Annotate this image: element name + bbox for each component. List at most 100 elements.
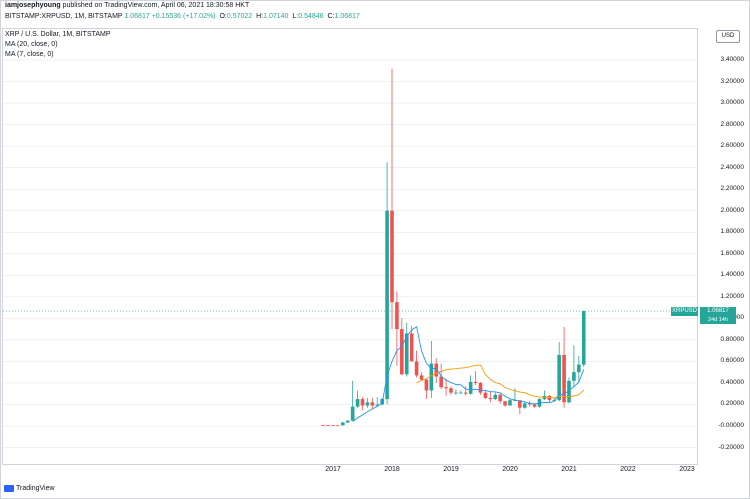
publish-text: published on TradingView.com, April 06, …: [62, 2, 250, 9]
price-change: +0.15536 (+17.02%): [151, 13, 216, 20]
candle-down: [434, 363, 439, 377]
candle-down: [336, 425, 340, 427]
currency-button[interactable]: USD: [716, 30, 740, 43]
candle-down: [424, 379, 429, 391]
candle-down: [463, 392, 468, 394]
candle-down: [478, 382, 483, 393]
candle-down: [409, 333, 414, 362]
close-value: 1.06817: [334, 13, 360, 20]
candle-down: [414, 361, 419, 376]
candle-down: [488, 398, 493, 400]
publish-info: iamjosephyoung published on TradingView.…: [5, 2, 249, 9]
candle-down: [331, 425, 335, 427]
close-label: C:: [327, 13, 335, 20]
high-label: H:: [256, 13, 264, 20]
x-tick-label: 2017: [325, 466, 341, 473]
y-tick-label: 2.40000: [720, 163, 745, 171]
legend-title[interactable]: XRP / U.S. Dollar, 1M, BITSTAMP: [5, 31, 111, 38]
candle-up: [572, 372, 576, 381]
candle-up: [459, 392, 463, 394]
candle-down: [326, 425, 330, 427]
legend-ma7[interactable]: MA (7, close, 0): [5, 51, 54, 58]
high-value: 1.07140: [263, 13, 289, 20]
candle-down: [473, 381, 478, 383]
candle-down: [400, 329, 404, 375]
ma7-line: [352, 325, 585, 422]
candle-down: [518, 400, 522, 408]
candle-down: [449, 388, 453, 393]
low-label: L:: [292, 13, 299, 20]
y-tick-label: 3.00000: [720, 99, 745, 107]
x-tick-label: 2020: [502, 466, 518, 473]
candle-up: [508, 400, 512, 406]
candle-down: [498, 394, 502, 402]
candle-down: [532, 404, 537, 407]
y-tick-label: 3.40000: [720, 56, 745, 63]
candle-down: [444, 387, 448, 389]
x-tick-label: 2022: [620, 466, 636, 473]
candle-down: [360, 399, 365, 406]
y-tick-label: 1.20000: [720, 292, 745, 300]
candle-up: [375, 404, 380, 406]
legend-ma20[interactable]: MA (20, close, 0): [5, 41, 58, 48]
candle-up: [429, 363, 434, 391]
candle-up: [493, 394, 498, 400]
y-tick-label: 1.40000: [720, 271, 745, 279]
y-tick-label: 0.40000: [720, 378, 745, 386]
open-value: 0.57022: [226, 13, 253, 20]
candle-up: [513, 400, 517, 401]
candle-down: [503, 401, 507, 406]
candle-up: [355, 399, 360, 407]
plot-area[interactable]: [2, 28, 698, 465]
symbol-ticker[interactable]: BITSTAMP:XRPUSD, 1M, BITSTAMP: [5, 13, 123, 20]
candle-up: [404, 333, 409, 375]
candle-down: [562, 354, 566, 403]
low-value: 0.54846: [298, 13, 324, 20]
candle-down: [483, 392, 488, 399]
candle-down: [527, 403, 532, 405]
candle-up: [350, 406, 355, 421]
candle-up: [341, 422, 345, 426]
y-tick-label: 0.20000: [720, 400, 745, 408]
y-tick-label: 2.60000: [720, 142, 745, 150]
candle-down: [439, 376, 443, 388]
publisher-name[interactable]: iamjosephyoung: [5, 2, 61, 9]
open-label: O:: [219, 13, 227, 20]
candle-up: [557, 354, 561, 401]
last-price-label: 1.06817: [700, 307, 736, 316]
x-tick-label: 2023: [679, 466, 695, 473]
candle-up: [522, 403, 527, 408]
bar-countdown: 24d 14h: [700, 316, 736, 324]
y-tick-label: 1.60000: [720, 249, 745, 257]
candle-up: [577, 364, 581, 373]
y-tick-label: -0.00000: [718, 422, 744, 429]
y-tick-label: 3.20000: [720, 77, 745, 85]
y-tick-label: 2.20000: [720, 185, 745, 193]
candle-down: [419, 375, 424, 380]
x-tick-label: 2019: [443, 466, 459, 473]
tradingview-brand: TradingView: [16, 485, 55, 492]
ma20-line: [416, 364, 585, 399]
y-tick-label: 2.80000: [720, 120, 745, 128]
x-tick-label: 2021: [561, 466, 577, 473]
tradingview-logo[interactable]: TradingView: [4, 485, 55, 492]
tradingview-logo-icon: [4, 485, 14, 492]
candle-up: [454, 392, 458, 394]
y-tick-label: 0.80000: [720, 335, 745, 343]
candle-up: [567, 380, 571, 403]
candle-up: [385, 210, 389, 400]
y-tick-label: 1.80000: [720, 228, 745, 236]
y-tick-label: 0.60000: [720, 357, 745, 365]
x-tick-label: 2018: [384, 466, 400, 473]
candle-up: [365, 402, 370, 406]
candle-up: [468, 381, 473, 394]
ohlc-bar: BITSTAMP:XRPUSD, 1M, BITSTAMP 1.06817 +0…: [5, 13, 360, 20]
last-price: 1.06817: [124, 13, 150, 20]
candle-up: [581, 311, 586, 365]
price-axis[interactable]: 3.40000 3.20000 3.00000 2.80000 2.60000 2.400…: [698, 28, 748, 465]
candle-up: [345, 420, 350, 423]
y-tick-label: 2.00000: [720, 206, 745, 214]
candle-down: [321, 425, 325, 426]
candle-down: [370, 402, 375, 406]
